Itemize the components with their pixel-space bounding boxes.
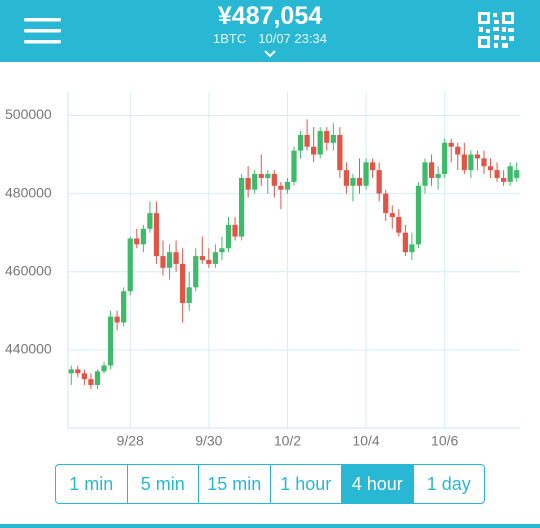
candle-body [75, 369, 81, 374]
range-button[interactable]: 15 min [199, 465, 271, 503]
x-tick-label: 9/30 [195, 433, 222, 449]
candle-body [415, 185, 422, 245]
candle-body [304, 134, 310, 147]
candle-body [350, 177, 356, 186]
candle-body [487, 166, 494, 171]
header-icons [24, 12, 514, 58]
candle-body [422, 162, 428, 186]
candle-body [343, 170, 350, 186]
unit: 1BTC [213, 31, 247, 46]
candle-body [114, 316, 120, 323]
candle-body [494, 170, 500, 178]
candle-body [363, 162, 369, 186]
candle-body [173, 252, 179, 264]
candle-body [219, 248, 225, 253]
timestamp: 10/07 23:34 [258, 31, 327, 46]
candle-body [501, 177, 507, 182]
candle-body [193, 256, 199, 288]
candle-body [297, 134, 304, 151]
x-tick-label: 10/6 [431, 433, 458, 449]
menu-button[interactable] [24, 18, 61, 44]
candle-body [448, 142, 454, 147]
candle-body [265, 174, 271, 178]
candle-body [481, 158, 487, 167]
candle-body [330, 134, 336, 143]
candle-body [317, 131, 323, 155]
x-tick-label: 10/2 [274, 433, 301, 449]
candle-body [134, 238, 140, 245]
candle-body [507, 166, 513, 182]
range-button[interactable]: 4 hour [342, 465, 414, 503]
candle-body [442, 142, 448, 175]
candle-body [245, 177, 251, 190]
candle-body [147, 213, 153, 229]
candle-body [199, 256, 205, 260]
candle-body [461, 154, 467, 171]
candle-body [206, 260, 212, 264]
candle-body [88, 379, 94, 386]
range-selector: 1 min 5 min 15 min 1 hour 4 hour 1 day [55, 464, 485, 504]
candle-body [101, 365, 107, 372]
candle-body [383, 193, 389, 214]
x-tick-label: 10/4 [352, 433, 379, 449]
candle-body [337, 134, 343, 171]
range-button[interactable]: 5 min [128, 465, 199, 503]
candle-body [271, 174, 277, 186]
candle-body [455, 146, 461, 155]
candle-body [514, 170, 520, 178]
candle-body [127, 238, 133, 292]
candle-body [468, 154, 474, 171]
candle-body [238, 177, 245, 237]
candle-body [428, 162, 435, 178]
candle-body [232, 224, 238, 237]
candle-body [180, 263, 186, 303]
x-tick-label: 9/28 [117, 433, 144, 449]
candle-body [121, 291, 127, 323]
expand-chevron[interactable] [264, 50, 276, 58]
candle-body [212, 252, 219, 264]
candle-body [324, 131, 330, 143]
candle-body [68, 369, 74, 374]
y-tick-label: 500000 [5, 106, 52, 122]
y-tick-label: 460000 [5, 262, 52, 278]
range-button[interactable]: 1 hour [271, 465, 342, 503]
candle-body [356, 177, 363, 186]
candle-body [435, 174, 441, 178]
candle-body [311, 146, 317, 155]
candle-body [81, 373, 87, 380]
candle-body [402, 232, 408, 253]
candle-body [252, 174, 258, 190]
chart: 440000 460000 480000 500000 9/28 9/30 10/2 10/4… [5, 92, 520, 449]
candle-body [160, 256, 166, 268]
candle-body [291, 150, 297, 182]
price-subtitle: 1BTC 10/07 23:34 [0, 31, 540, 46]
candle-body [140, 228, 146, 245]
candle-body [153, 213, 160, 257]
candle-body [369, 162, 376, 171]
candle-body [166, 252, 173, 268]
candle-body [389, 213, 395, 218]
candle-body [409, 244, 415, 253]
candle-body [376, 170, 382, 194]
candle-body [258, 174, 264, 178]
candle-body [278, 185, 284, 190]
range-button[interactable]: 1 min [56, 465, 128, 503]
candle-body [284, 181, 291, 190]
candle-body [225, 224, 232, 249]
bottom-bar [0, 524, 540, 528]
price: ¥487,054 [217, 2, 323, 30]
qr-button[interactable] [478, 12, 514, 48]
y-tick-label: 440000 [5, 341, 52, 357]
y-tick-label: 480000 [5, 184, 52, 200]
candle-body [396, 217, 402, 233]
candle-body [94, 371, 101, 386]
candle-body [186, 287, 192, 303]
range-button[interactable]: 1 day [426, 473, 471, 494]
header-bar: ¥487,054 1BTC 10/07 23:34 [0, 0, 540, 62]
candle-body [107, 316, 114, 366]
candle-body [474, 154, 481, 159]
